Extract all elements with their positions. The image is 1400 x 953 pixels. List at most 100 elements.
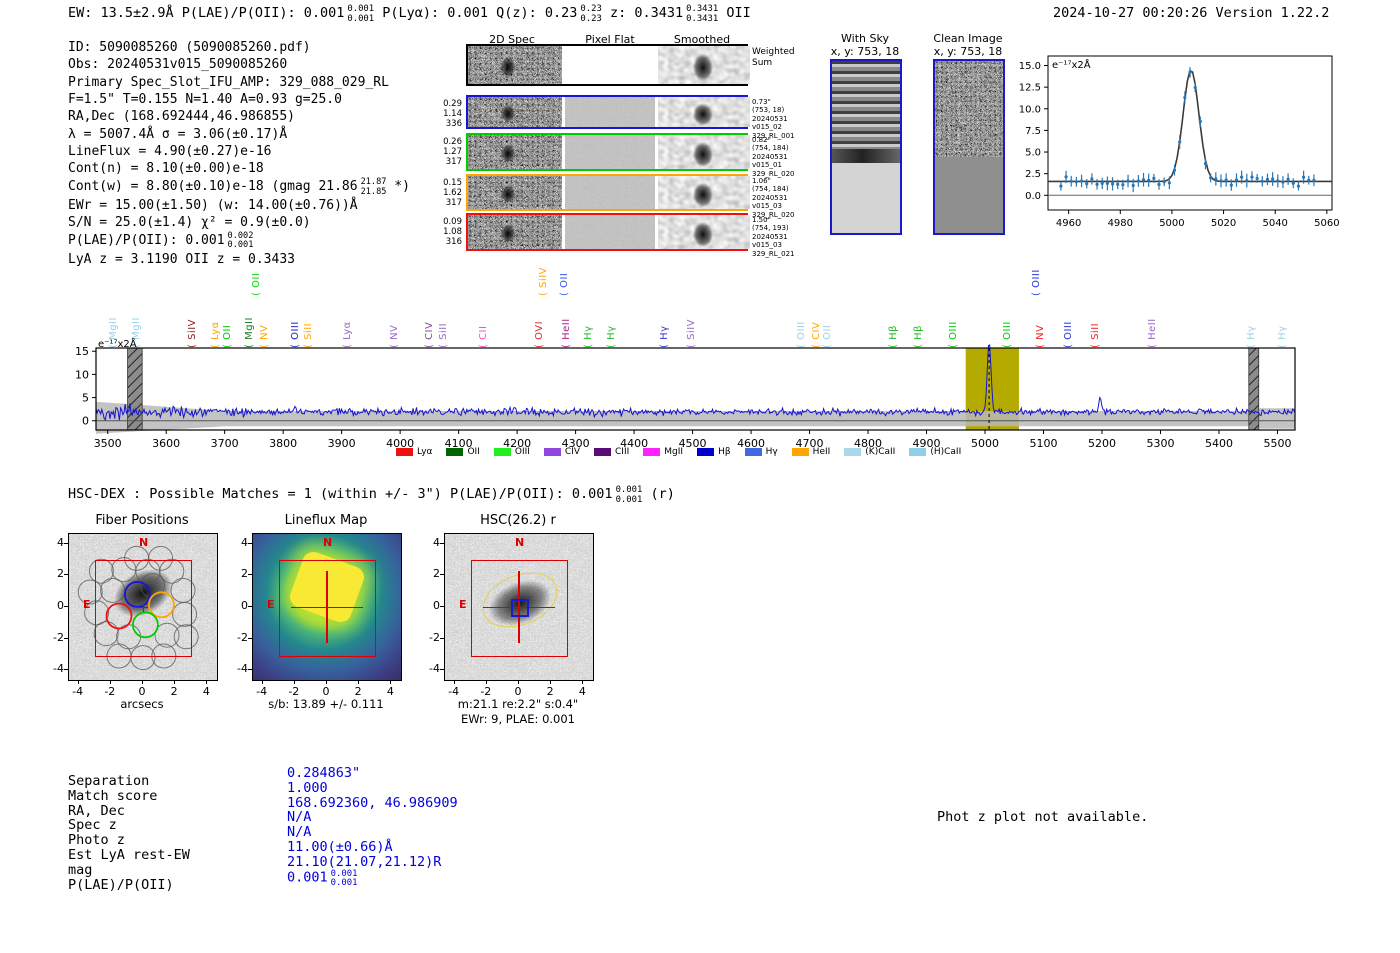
match-row-value: 0.284863" xyxy=(287,765,361,781)
clean-image-subtitle: x, y: 753, 18 xyxy=(933,44,1003,58)
legend-label: CIV xyxy=(564,447,581,457)
hsc-cutout-title: HSC(26.2) r xyxy=(480,513,556,528)
y-tick-label: 0 xyxy=(433,599,440,612)
svg-text:2.5: 2.5 xyxy=(1025,169,1041,180)
x-tick-label: -4 xyxy=(256,685,268,698)
legend-label: OIII xyxy=(514,447,530,457)
y-tick-mark xyxy=(64,606,68,607)
spectrum-legend: Lyα OII OIII CIV CIII MgII Hβ Hγ HeII (K)CaII (H)C… xyxy=(396,447,1036,457)
svg-text:4800: 4800 xyxy=(854,437,882,448)
legend-label: CIII xyxy=(615,447,630,457)
row-left-stats: 0.29 1.14 336 xyxy=(443,99,462,130)
y-tick-label: 4 xyxy=(57,535,64,549)
x-tick-mark xyxy=(390,680,392,684)
spec2d-row: 0.29 1.14 336 0.73" (753, 18) 20240531 v015_02… xyxy=(443,95,795,140)
x-tick-label: 2 xyxy=(354,685,362,698)
svg-text:5060: 5060 xyxy=(1314,218,1339,229)
info-line: Cont(n) = 8.10(±0.00)e-18 xyxy=(68,161,264,177)
svg-text:0.0: 0.0 xyxy=(1025,191,1041,202)
fiber-extract-box xyxy=(95,560,192,657)
row-left-stats: 0.09 1.08 316 xyxy=(443,217,462,248)
hsc-extract-box xyxy=(471,560,568,657)
y-tick-mark xyxy=(440,574,444,576)
pixel-flat-image xyxy=(565,135,655,169)
y-tick-label: -2 xyxy=(237,630,248,644)
svg-text:7.5: 7.5 xyxy=(1025,126,1041,137)
line-label-siiv: ( SiIV xyxy=(538,267,550,296)
legend-item: HeII xyxy=(791,447,831,457)
y-tick-mark xyxy=(248,574,252,576)
x-tick-label: 2 xyxy=(170,685,178,698)
y-tick-mark xyxy=(64,542,68,544)
svg-text:5020: 5020 xyxy=(1211,218,1236,229)
legend-swatch xyxy=(543,448,561,456)
info-line: ID: 5090085260 (5090085260.pdf) xyxy=(68,40,311,55)
stacked-uncertainty: 0.001 0.001 xyxy=(330,868,358,889)
y-tick-mark xyxy=(248,637,252,639)
legend-swatch xyxy=(493,448,511,456)
svg-text:5.0: 5.0 xyxy=(1025,148,1041,159)
info-line: Cont(w) = 8.80(±0.10)e-18 (gmag 21.86 21.… xyxy=(68,177,410,197)
legend-label: (K)CaII xyxy=(865,447,896,457)
y-tick-label: 0 xyxy=(57,599,64,612)
lineflux-xlabel: s/b: 13.89 +/- 0.111 xyxy=(268,697,384,711)
pixel-flat-image xyxy=(565,176,655,209)
legend-swatch xyxy=(643,448,661,456)
legend-label: Hγ xyxy=(765,447,778,457)
svg-text:4300: 4300 xyxy=(562,437,590,448)
spec2d-row: 0.26 1.27 317 0.82" (754, 184) 20240531 v015_0… xyxy=(443,133,795,178)
x-tick-mark xyxy=(518,680,519,684)
y-tick-label: -4 xyxy=(237,662,248,676)
x-tick-label: 2 xyxy=(546,685,554,698)
x-tick-mark xyxy=(582,680,584,684)
spec2d-image xyxy=(468,176,562,209)
info-line: RA,Dec (168.692444,46.986855) xyxy=(68,109,295,125)
text-segment: (r) xyxy=(642,486,675,502)
line-fit-plot: 0.0 2.5 5.0 7.5 10.0 12.5 15.0 4960 4980 5000 5020… xyxy=(1008,48,1348,238)
legend-item: MgII xyxy=(643,447,683,457)
spec2d-row: Weighted Sum xyxy=(466,44,795,86)
x-tick-mark xyxy=(174,680,176,684)
y-tick-label: -4 xyxy=(53,662,64,676)
fiber-north-label: N xyxy=(139,536,149,549)
legend-swatch xyxy=(396,448,413,456)
row-right-info: Weighted Sum xyxy=(752,47,795,68)
lineflux-crosshair-v xyxy=(326,571,328,643)
svg-text:4600: 4600 xyxy=(737,437,765,448)
match-row-label: Est LyA rest-EW xyxy=(68,846,190,863)
text-segment: z: 0.3431 xyxy=(601,5,684,21)
clean-image-noise xyxy=(935,61,1003,157)
summary-header: EW: 13.5±2.9Å P(LAE)/P(OII): 0.001 0.001 0… xyxy=(68,5,751,25)
y-tick-mark xyxy=(440,669,444,671)
match-row-label: RA, Dec xyxy=(68,802,125,819)
fiber-positions-image: N E xyxy=(68,533,218,681)
x-tick-label: 4 xyxy=(386,685,394,698)
x-tick-label: -2 xyxy=(104,685,116,698)
legend-label: Hβ xyxy=(718,447,731,457)
svg-text:3600: 3600 xyxy=(152,437,180,448)
svg-text:0: 0 xyxy=(82,415,89,428)
spec2d-header-smoothed: Smoothed xyxy=(673,33,731,46)
with-sky-title: With Sky x, y: 753, 18 xyxy=(822,32,908,58)
info-line: Obs: 20240531v015_5090085260 xyxy=(68,57,288,73)
x-tick-mark xyxy=(77,680,79,684)
x-tick-mark xyxy=(326,680,327,684)
pixel-flat-image xyxy=(565,215,655,249)
x-tick-label: 4 xyxy=(578,685,586,698)
svg-text:3700: 3700 xyxy=(211,437,239,448)
with-sky-title-line: With Sky xyxy=(841,32,889,45)
match-row-label: Photo z xyxy=(68,832,125,849)
y-tick-label: -2 xyxy=(53,630,64,644)
y-tick-mark xyxy=(64,574,68,576)
x-tick-mark xyxy=(261,680,263,684)
spec2d-image xyxy=(468,97,562,127)
y-tick-label: 2 xyxy=(57,567,64,581)
x-tick-label: -2 xyxy=(480,685,492,698)
x-tick-label: -4 xyxy=(72,685,84,698)
legend-label: HeII xyxy=(812,447,831,457)
hsc-xlabel2: EWr: 9, PLAE: 0.001 xyxy=(461,712,575,726)
x-tick-mark xyxy=(358,680,360,684)
hsc-image: N E xyxy=(444,533,594,681)
legend-label: Lyα xyxy=(417,447,433,457)
